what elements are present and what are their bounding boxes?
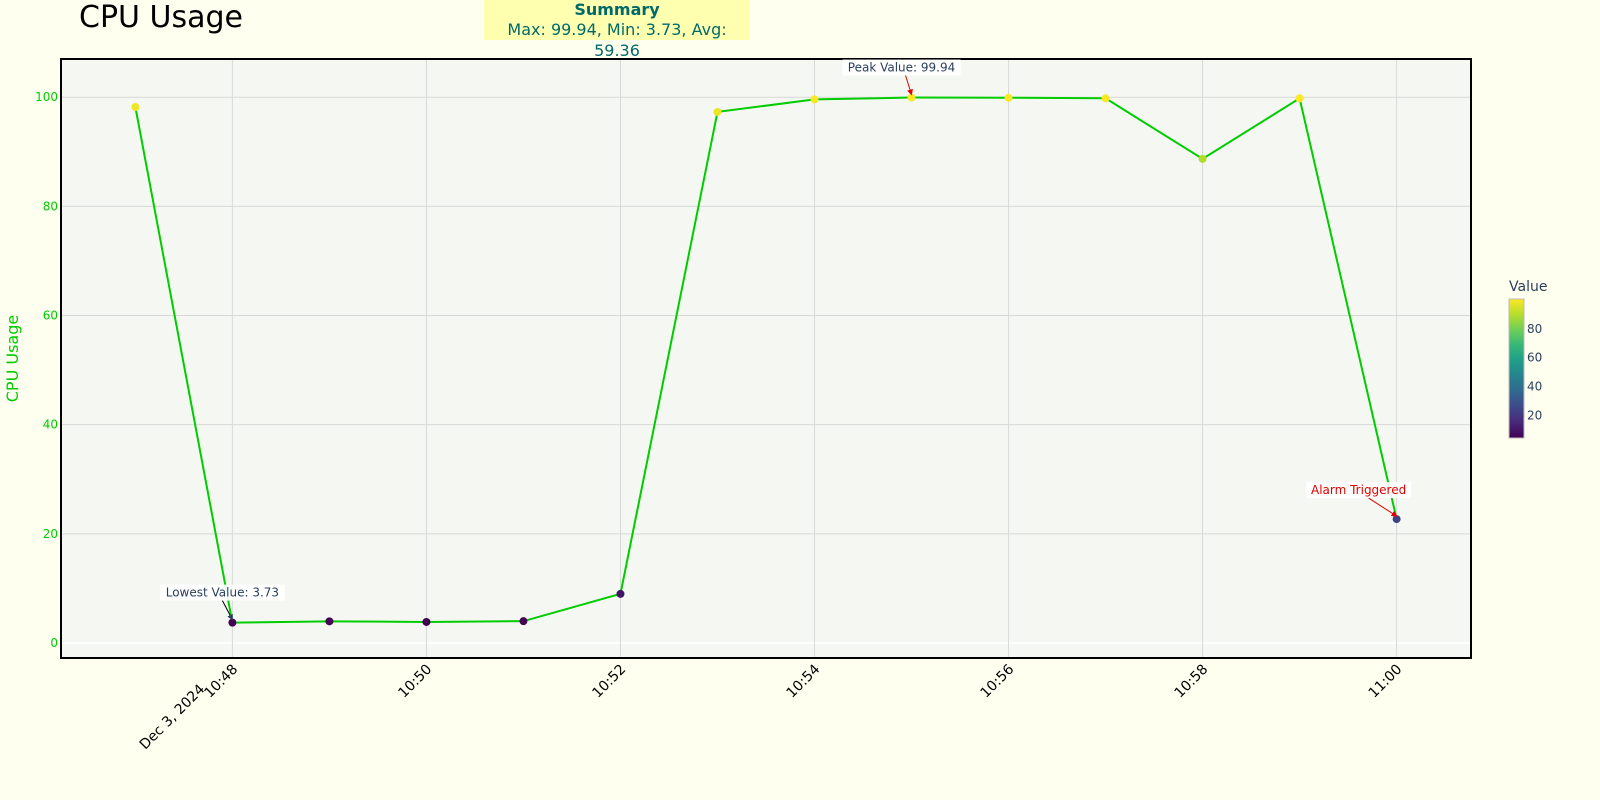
x-tick: 10:50: [395, 662, 435, 702]
data-point: [1392, 515, 1401, 524]
x-tick-label: 10:52: [589, 662, 629, 702]
x-tick: 11:00: [1366, 662, 1406, 702]
annotation-label: Alarm Triggered: [1311, 483, 1406, 497]
annotation-arrow: [1368, 497, 1398, 517]
data-point: [616, 589, 625, 598]
plot-area: [61, 59, 1471, 658]
colorbar-tick-label: 60: [1527, 351, 1542, 365]
colorbar-tick-label: 40: [1527, 380, 1542, 394]
x-tick-label: 10:58: [1172, 662, 1212, 702]
colorbar-tick-label: 80: [1527, 322, 1542, 336]
colorbar-title: Value: [1509, 279, 1547, 295]
annotation-label: Lowest Value: 3.73: [166, 586, 279, 600]
plot-border: [60, 58, 1472, 659]
data-point: [519, 617, 528, 626]
annotation-bg: [1306, 482, 1412, 499]
data-point: [713, 107, 722, 116]
chart-title: CPU Usage: [79, 0, 244, 35]
x-tick-label: 10:50: [395, 662, 435, 702]
y-tick-label: 0: [50, 636, 58, 650]
y-axis-label: CPU Usage: [3, 315, 22, 402]
x-tick: 10:56: [978, 661, 1018, 701]
y-tick-label: 100: [35, 90, 58, 104]
x-tick-label: 10:48: [201, 662, 241, 702]
data-point: [131, 103, 140, 112]
x-tick-date: Dec 3, 2024: [137, 681, 208, 752]
data-point: [1198, 154, 1207, 163]
data-point: [1295, 94, 1304, 103]
annotation-label: Peak Value: 99.94: [848, 61, 955, 75]
y-tick-label: 60: [43, 309, 58, 323]
summary-heading: Summary: [574, 0, 660, 19]
data-point: [907, 93, 916, 102]
annotation-bg: [842, 59, 961, 76]
annotation-arrow: [221, 600, 233, 621]
x-tick-sublabel: Dec 3, 2024: [137, 681, 208, 752]
annotation-arrow: [905, 75, 913, 96]
x-tick-label: 10:56: [978, 661, 1018, 701]
x-tick: 10:48: [201, 662, 241, 702]
annotation-bg: [159, 584, 285, 601]
x-tick: 10:58: [1172, 662, 1212, 702]
x-tick: 10:52: [589, 662, 629, 702]
y-tick-label: 80: [43, 199, 58, 213]
data-point: [1101, 94, 1110, 103]
series-line: [134, 96, 1398, 624]
y-tick-label: 40: [43, 418, 58, 432]
x-tick-label: 10:54: [783, 661, 823, 701]
data-point: [325, 617, 334, 626]
x-tick-label: 11:00: [1366, 662, 1406, 702]
data-point: [1004, 93, 1013, 102]
data-point: [422, 617, 431, 626]
y-tick-label: 20: [43, 527, 58, 541]
colorbar: [1508, 298, 1525, 439]
summary-box: Summary Max: 99.94, Min: 3.73, Avg: 59.3…: [484, 0, 750, 60]
data-point: [228, 618, 237, 627]
x-tick: 10:54: [783, 661, 823, 701]
colorbar-tick-label: 20: [1527, 408, 1542, 422]
data-point: [810, 95, 819, 104]
summary-text: Max: 99.94, Min: 3.73, Avg: 59.36: [507, 20, 727, 60]
